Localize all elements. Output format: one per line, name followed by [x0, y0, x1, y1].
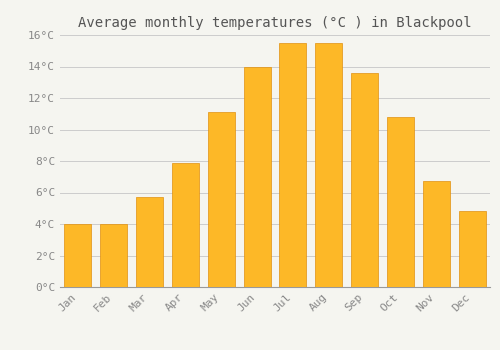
Bar: [244, 66, 270, 287]
Bar: [208, 112, 234, 287]
Bar: [316, 43, 342, 287]
Bar: [458, 211, 485, 287]
Bar: [280, 43, 306, 287]
Bar: [136, 197, 163, 287]
Bar: [387, 117, 414, 287]
Bar: [172, 162, 199, 287]
Bar: [351, 73, 378, 287]
Bar: [64, 224, 92, 287]
Title: Average monthly temperatures (°C ) in Blackpool: Average monthly temperatures (°C ) in Bl…: [78, 16, 472, 30]
Bar: [423, 181, 450, 287]
Bar: [100, 224, 127, 287]
